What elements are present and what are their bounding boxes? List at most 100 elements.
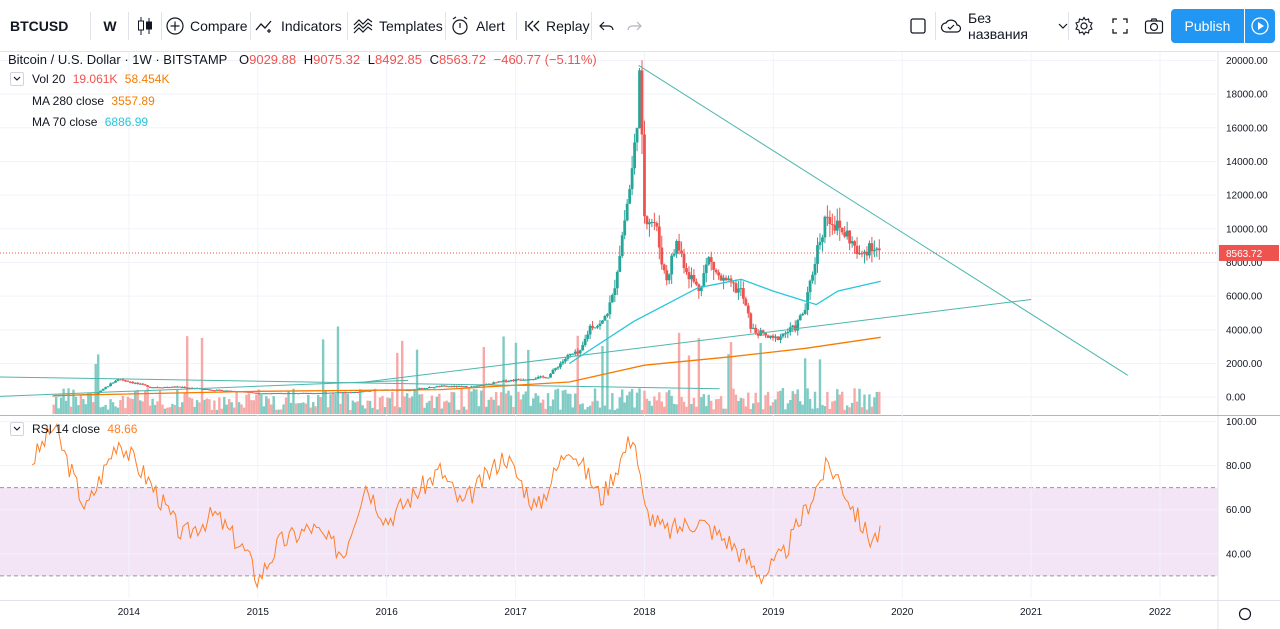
volume-bar [628,391,631,414]
ma280-legend[interactable]: MA 280 close 3557.89 [32,94,155,108]
snapshot-button[interactable] [1142,8,1166,44]
candle-body [675,240,679,254]
volume-bar [82,399,85,414]
volume-bar [749,408,752,414]
ma280-line [53,336,881,397]
volume-bar [205,398,209,414]
axis-settings-gear-icon[interactable] [1238,607,1252,621]
candle-body [289,393,293,395]
volume-bar [67,388,70,414]
candle-body [840,227,844,233]
volume-bar [490,397,493,414]
volume-bar [514,342,518,414]
candle-body [798,315,802,321]
collapse-indicators-toggle[interactable] [10,72,24,86]
candle-body [487,383,491,385]
candle-body [608,302,612,315]
close-key: C [429,52,439,67]
volume-bar [116,407,120,414]
candle-body [709,257,713,262]
volume-bar [571,407,574,414]
volume-bar [831,401,834,414]
candle-body [104,387,108,389]
vol-legend[interactable]: Vol 20 19.061K 58.454K [32,72,170,86]
publish-button[interactable]: Publish [1171,9,1244,43]
candle-body [519,379,523,381]
candle-body [694,281,698,285]
volume-bar [413,388,416,414]
candle-body [774,336,777,338]
ma70-value: 6886.99 [104,115,149,129]
y-tick-label: 8000.00 [1226,258,1263,269]
fullscreen-button[interactable] [1108,8,1132,44]
volume-bar [57,408,60,414]
candle-body [418,388,421,390]
candle-body [200,388,204,390]
volume-bar [870,406,874,414]
candle-body [529,379,533,381]
indicators-button[interactable]: Indicators [255,8,343,44]
chart-type-button[interactable] [132,8,158,44]
x-tick-label: 2019 [762,607,785,618]
candle-body [682,253,686,269]
symbol-search-button[interactable]: BTCUSD [8,8,88,44]
compare-button[interactable]: Compare [166,8,248,44]
volume-bar [54,397,58,414]
candle-body [605,314,609,316]
volume-bar [633,407,636,414]
candle-body [576,351,580,354]
ma70-line [568,278,881,365]
replay-button[interactable]: Replay [524,8,590,44]
volume-bar [156,401,159,414]
candle-body [818,242,822,246]
interval-button[interactable]: W [96,8,124,44]
volume-bar [517,391,520,414]
volume-bar [408,398,411,414]
ma70-legend[interactable]: MA 70 close 6886.99 [32,115,148,129]
volume-bar [522,394,525,414]
y-tick-label: 0.00 [1226,393,1246,404]
redo-button[interactable] [624,8,644,44]
volume-bar [181,402,184,414]
volume-bar [821,404,824,414]
candle-body [561,361,565,364]
volume-bar [228,399,231,414]
candle-body [665,270,669,281]
candle-body [294,393,298,395]
candle-body [311,393,315,395]
templates-icon [353,18,373,34]
volume-bar [326,407,330,414]
publish-video-button[interactable] [1245,9,1275,43]
volume-bar [465,409,468,414]
volume-bar [781,388,785,414]
alert-button[interactable]: Alert [450,8,510,44]
candle-body [539,376,543,378]
volume-bar [737,400,740,414]
volume-bar [660,401,663,414]
volume-bar [106,409,110,414]
collapse-rsi-toggle[interactable] [10,422,24,436]
settings-button[interactable] [1072,8,1096,44]
candle-body [146,385,150,387]
volume-bar [650,405,654,414]
volume-bar [430,395,434,414]
rsi-legend[interactable]: RSI 14 close 48.66 [32,422,137,436]
volume-bar [62,388,65,414]
volume-bar [811,408,814,414]
candle-body [781,333,785,337]
undo-button[interactable] [597,8,617,44]
volume-bar [544,408,547,414]
candle-body [620,235,624,256]
volume-bar [359,389,362,414]
templates-button[interactable]: Templates [353,8,443,44]
volume-bar [94,363,97,414]
select-area-button[interactable] [906,8,930,44]
layout-name-button[interactable]: Без названия [940,8,1068,44]
volume-bar [195,400,199,414]
volume-bar [873,397,876,414]
low-value: 8492.85 [374,52,422,67]
candle-body [440,385,444,387]
volume-bar [695,406,698,414]
volume-bar [74,396,78,414]
